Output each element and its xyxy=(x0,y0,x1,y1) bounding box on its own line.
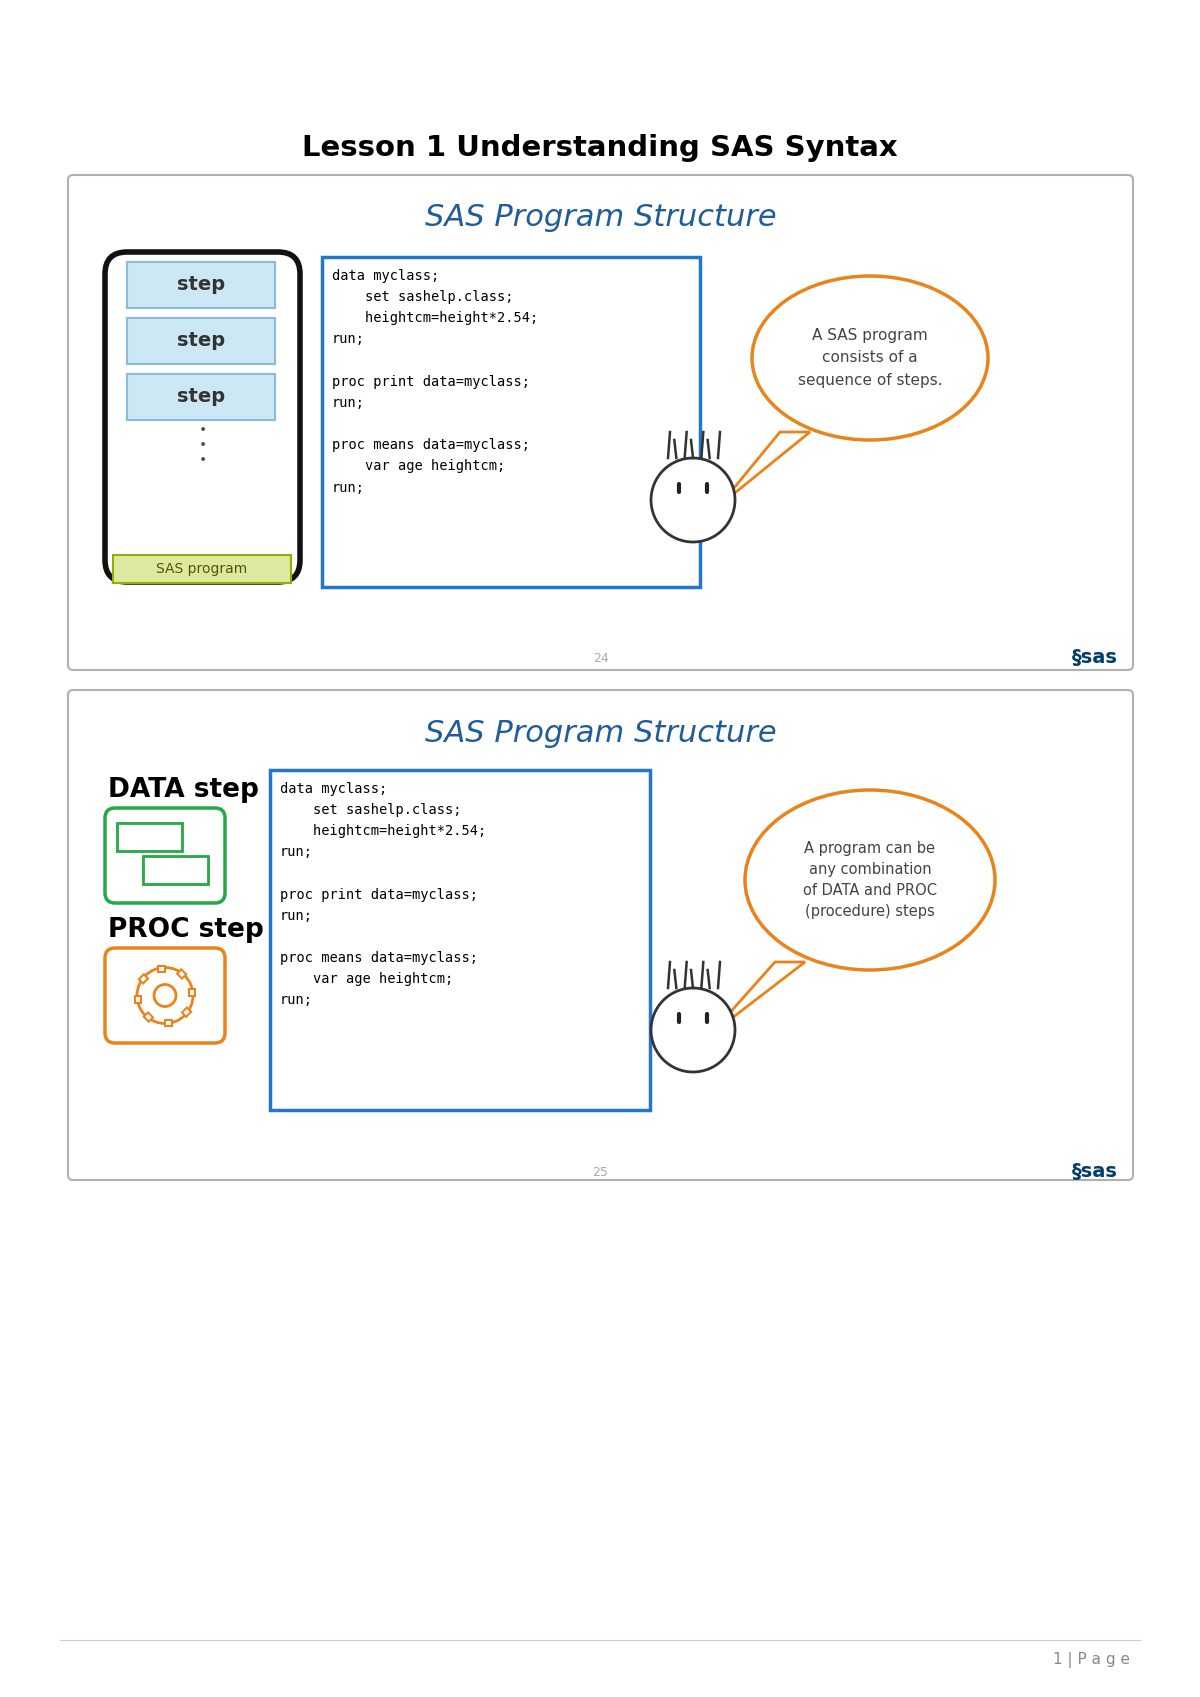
FancyBboxPatch shape xyxy=(143,855,208,884)
Ellipse shape xyxy=(745,791,995,971)
Polygon shape xyxy=(166,1020,172,1025)
Text: SAS Program Structure: SAS Program Structure xyxy=(425,204,776,232)
Text: PROC step: PROC step xyxy=(108,916,264,944)
Polygon shape xyxy=(134,996,142,1003)
Polygon shape xyxy=(178,969,186,979)
Text: 1 | P a g e: 1 | P a g e xyxy=(1054,1651,1130,1668)
Polygon shape xyxy=(190,988,194,996)
Text: 24: 24 xyxy=(593,652,608,665)
Polygon shape xyxy=(710,962,805,1035)
Text: 25: 25 xyxy=(593,1166,608,1178)
Polygon shape xyxy=(158,966,166,971)
Polygon shape xyxy=(182,1008,191,1017)
Polygon shape xyxy=(139,974,148,984)
Text: SAS program: SAS program xyxy=(156,562,247,575)
Polygon shape xyxy=(720,433,810,506)
FancyBboxPatch shape xyxy=(270,770,650,1110)
Text: Lesson 1 Understanding SAS Syntax: Lesson 1 Understanding SAS Syntax xyxy=(302,134,898,161)
Text: •: • xyxy=(199,438,208,451)
Circle shape xyxy=(650,458,734,541)
Text: §sas: §sas xyxy=(1072,1162,1118,1181)
Text: §sas: §sas xyxy=(1072,648,1118,667)
Text: step: step xyxy=(176,275,226,295)
FancyBboxPatch shape xyxy=(106,949,226,1044)
FancyBboxPatch shape xyxy=(68,175,1133,670)
Circle shape xyxy=(650,988,734,1073)
Text: A SAS program
consists of a
sequence of steps.: A SAS program consists of a sequence of … xyxy=(798,328,942,387)
Circle shape xyxy=(154,984,176,1006)
Text: SAS Program Structure: SAS Program Structure xyxy=(425,718,776,747)
Text: •: • xyxy=(199,423,208,438)
FancyBboxPatch shape xyxy=(113,555,292,584)
FancyBboxPatch shape xyxy=(106,251,300,582)
Ellipse shape xyxy=(752,277,988,440)
FancyBboxPatch shape xyxy=(118,823,182,850)
Text: •: • xyxy=(199,453,208,467)
Text: A program can be
any combination
of DATA and PROC
(procedure) steps: A program can be any combination of DATA… xyxy=(803,842,937,920)
Text: data myclass;
    set sashelp.class;
    heightcm=height*2.54;
run;

proc print : data myclass; set sashelp.class; heightc… xyxy=(332,270,539,494)
FancyBboxPatch shape xyxy=(322,256,700,587)
Circle shape xyxy=(137,967,193,1023)
FancyBboxPatch shape xyxy=(127,373,275,419)
Polygon shape xyxy=(144,1013,152,1022)
FancyBboxPatch shape xyxy=(127,317,275,363)
FancyBboxPatch shape xyxy=(106,808,226,903)
Text: data myclass;
    set sashelp.class;
    heightcm=height*2.54;
run;

proc print : data myclass; set sashelp.class; heightc… xyxy=(280,782,486,1008)
Text: step: step xyxy=(176,331,226,351)
FancyBboxPatch shape xyxy=(127,261,275,307)
Text: step: step xyxy=(176,387,226,407)
Text: DATA step: DATA step xyxy=(108,777,259,803)
FancyBboxPatch shape xyxy=(68,691,1133,1179)
